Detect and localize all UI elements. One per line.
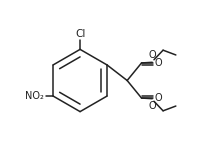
Text: O: O — [149, 101, 157, 111]
Text: O: O — [149, 50, 157, 60]
Text: NO₂: NO₂ — [25, 91, 43, 101]
Text: Cl: Cl — [75, 29, 85, 39]
Text: O: O — [155, 93, 163, 103]
Text: O: O — [155, 58, 163, 68]
